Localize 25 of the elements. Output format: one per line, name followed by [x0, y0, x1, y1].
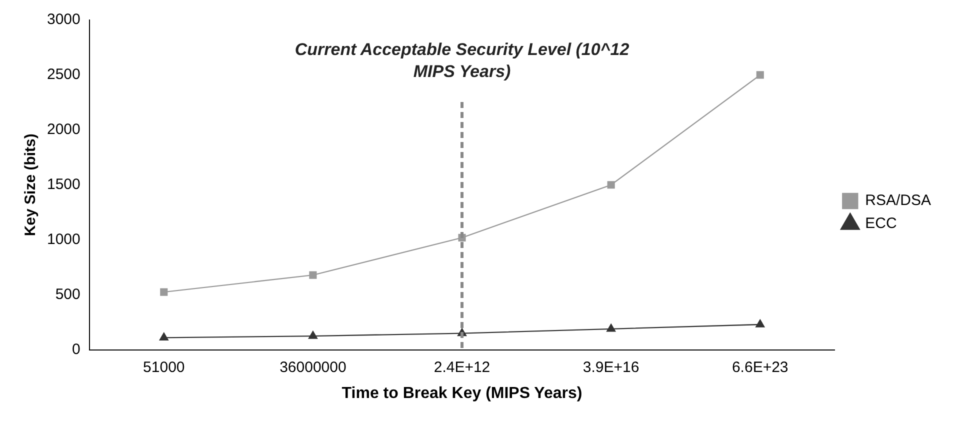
point [606, 324, 616, 332]
x-axis-title: Time to Break Key (MIPS Years) [342, 384, 582, 402]
x-tick-label: 51000 [143, 358, 185, 376]
y-tick-label: 1500 [46, 176, 80, 194]
x-tick-label: 2.4E+12 [434, 358, 490, 376]
point [607, 181, 615, 189]
legend-label: RSA/DSA [865, 192, 932, 210]
x-tick-label: 36000000 [280, 358, 346, 376]
y-axis-title: Key Size (bits) [22, 134, 40, 236]
y-tick-label: 3000 [46, 11, 80, 28]
point [756, 319, 765, 328]
y-tick-label: 500 [55, 286, 80, 303]
point [308, 330, 318, 339]
y-tick-label: 1000 [46, 231, 80, 248]
y-tick-label: 2000 [46, 121, 80, 138]
y-tick-label: 0 [72, 340, 80, 358]
point [309, 271, 317, 279]
point [160, 288, 168, 296]
x-tick-label: 6.6E+23 [732, 358, 788, 376]
ref-line-label: Current Acceptable Security Level (10^12 MIPS Years) [294, 40, 630, 81]
x-tick-label: 3.9E+16 [582, 358, 640, 376]
point [756, 71, 764, 79]
legend-label: ECC [865, 215, 897, 232]
y-tick-label: 2500 [46, 66, 80, 84]
point [159, 332, 168, 341]
